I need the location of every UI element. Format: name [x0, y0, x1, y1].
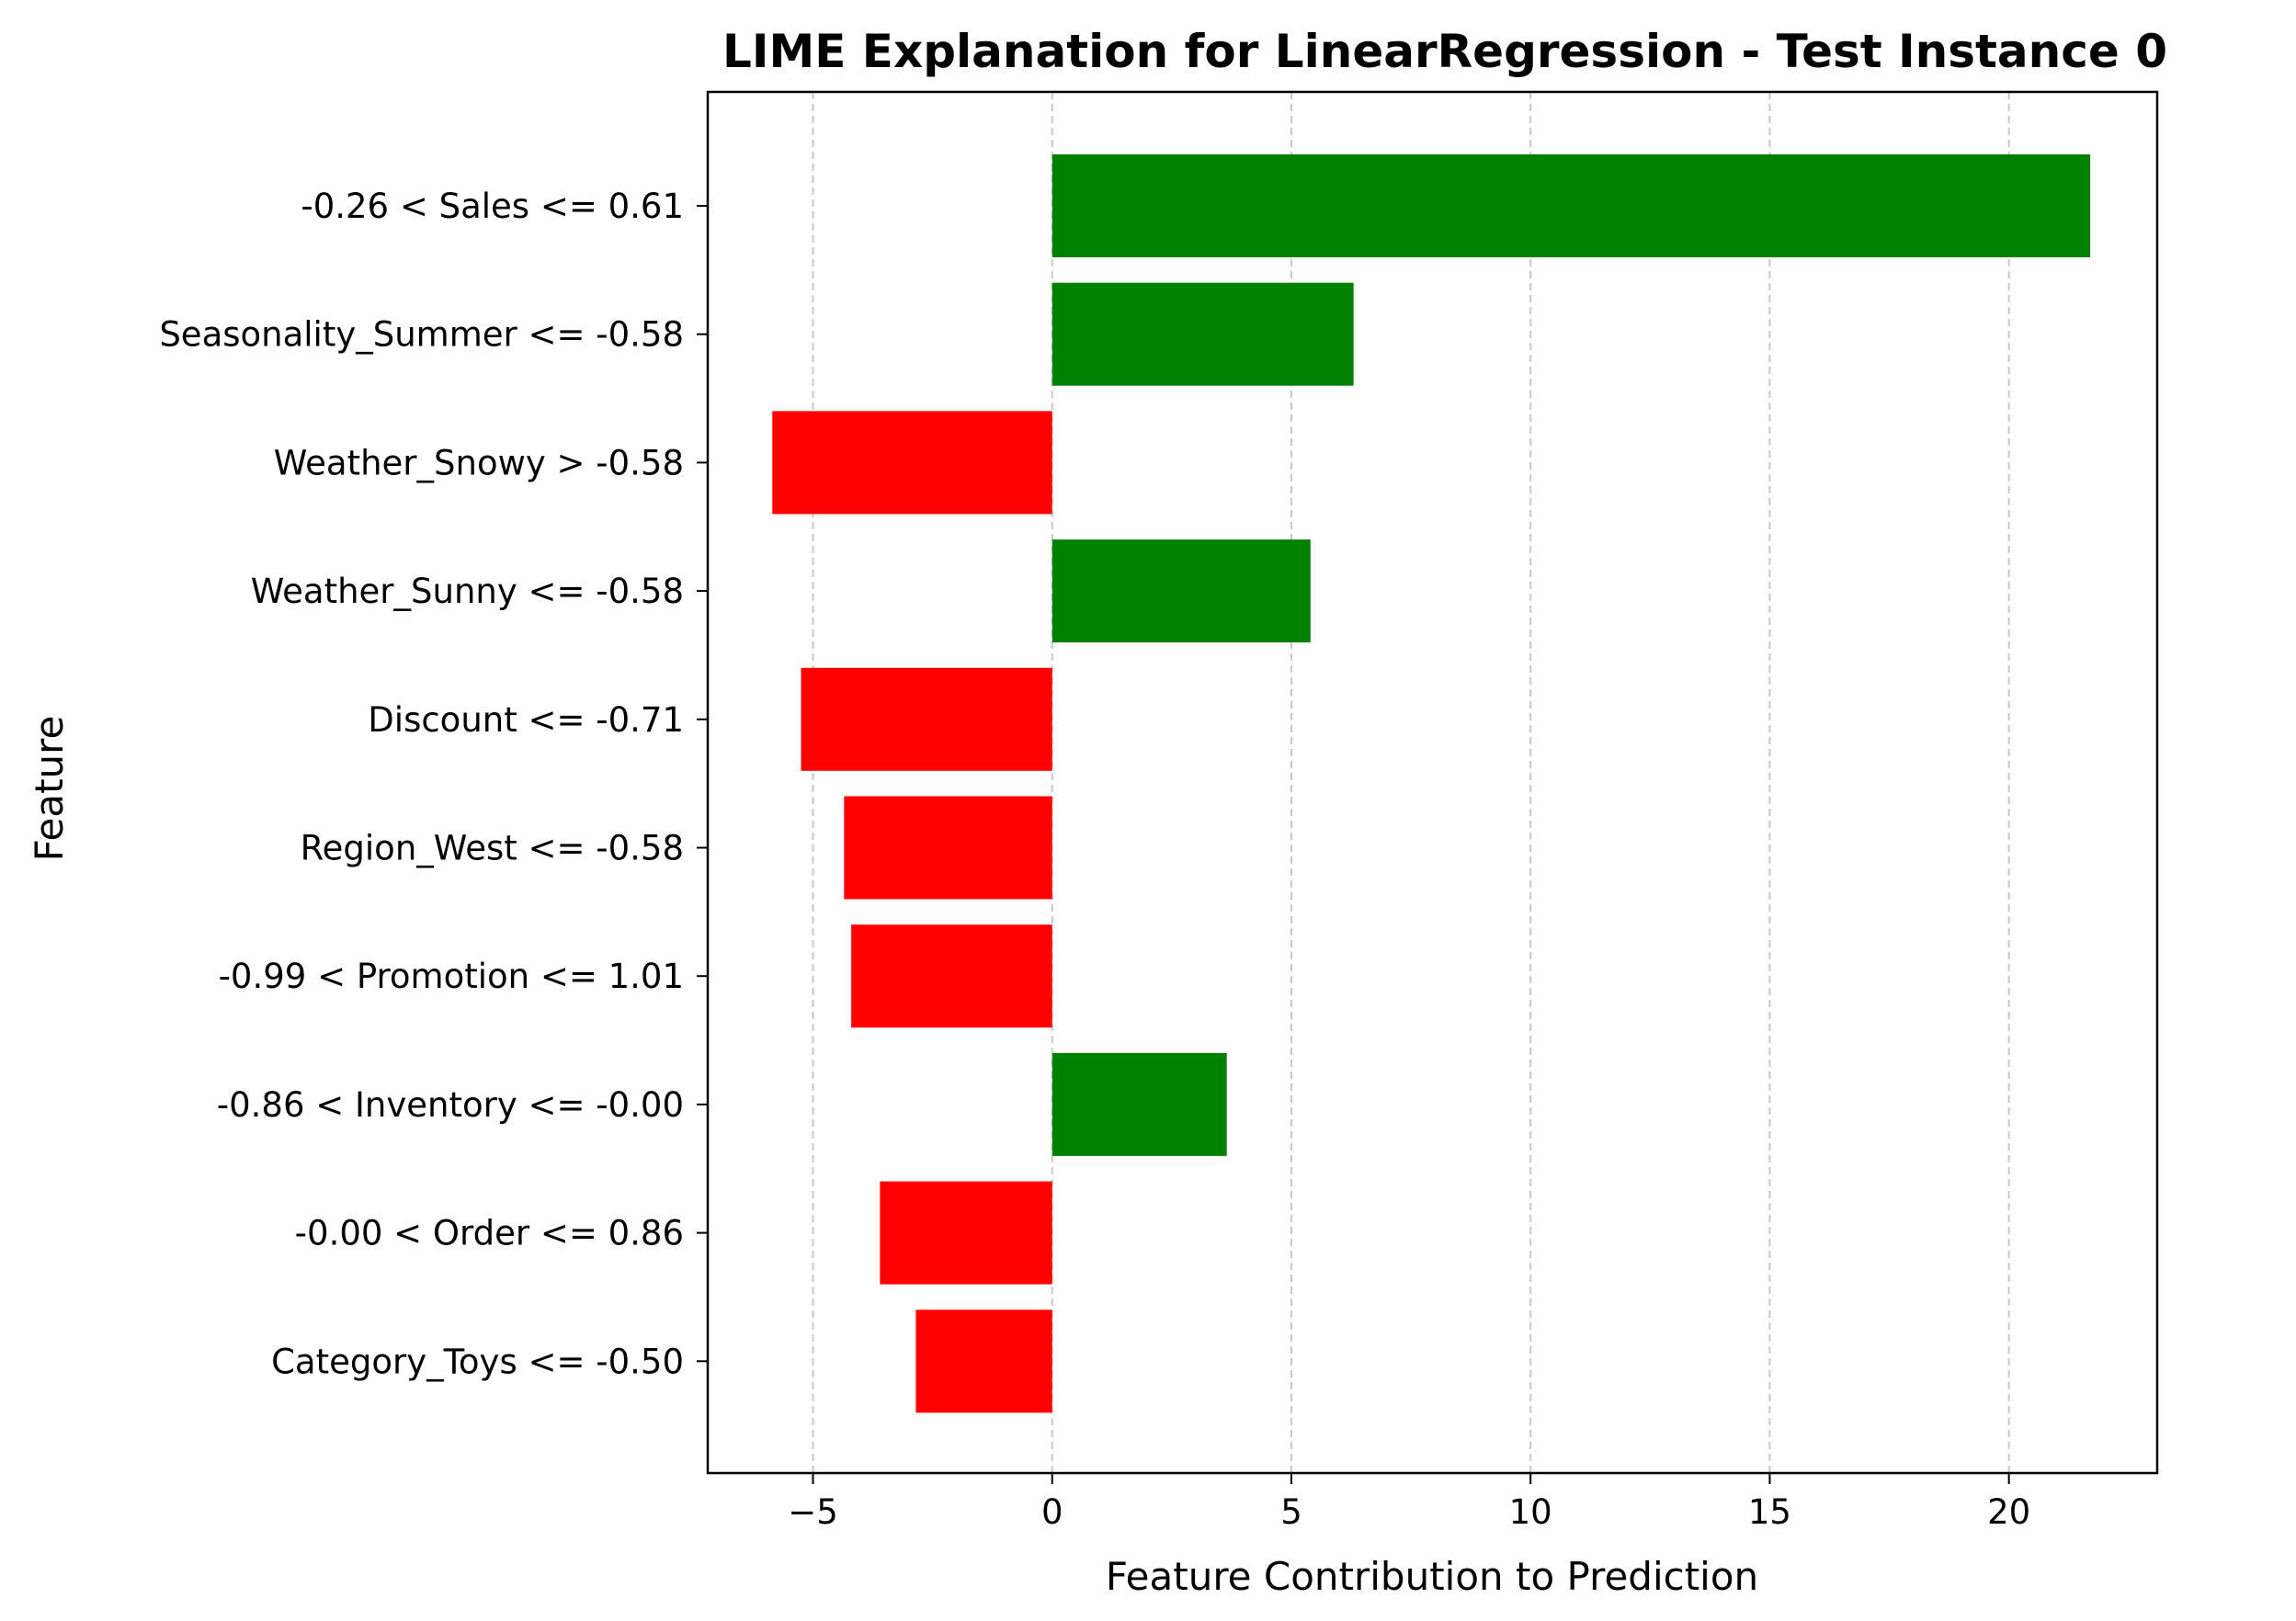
- bar: [844, 796, 1052, 900]
- bar: [1051, 154, 2091, 257]
- x-tick-label: −5: [788, 1492, 838, 1532]
- plot-frame: [706, 90, 2159, 1475]
- chart-title: LIME Explanation for LinearRegression - …: [722, 25, 2167, 78]
- x-axis-label: Feature Contribution to Prediction: [1106, 1554, 1758, 1599]
- y-tick-label: Weather_Snowy > -0.58: [274, 443, 684, 482]
- x-tick-label: 20: [1987, 1492, 2030, 1532]
- y-tick-label: -0.99 < Promotion <= 1.01: [219, 957, 684, 996]
- x-tick-label: 15: [1748, 1492, 1791, 1532]
- y-axis-ticks: -0.26 < Sales <= 0.61 Seasonality_Summer …: [159, 187, 708, 1381]
- bar: [801, 667, 1052, 771]
- bar: [772, 411, 1052, 515]
- y-tick-label: -0.00 < Order <= 0.86: [295, 1214, 684, 1253]
- x-tick-label: 10: [1509, 1492, 1552, 1532]
- y-tick-label: -0.26 < Sales <= 0.61: [301, 187, 684, 226]
- y-tick-label: Category_Toys <= -0.50: [271, 1342, 684, 1381]
- y-tick-label: Region_West <= -0.58: [301, 829, 684, 868]
- bar: [1051, 539, 1311, 643]
- bar: [1051, 1052, 1227, 1156]
- x-axis-ticks: −5 0 5 10 15 20: [788, 1473, 2030, 1532]
- x-tick-label: 0: [1041, 1492, 1063, 1532]
- y-tick-label: Weather_Sunny <= -0.58: [251, 572, 684, 611]
- bar: [1051, 282, 1354, 386]
- y-tick-label: Discount <= -0.71: [368, 700, 684, 740]
- y-axis-label: Feature: [27, 716, 72, 862]
- bar: [915, 1309, 1052, 1413]
- y-tick-label: Seasonality_Summer <= -0.58: [159, 315, 684, 355]
- x-tick-label: 5: [1280, 1492, 1302, 1532]
- bar: [880, 1181, 1052, 1285]
- bars: [772, 154, 2091, 1413]
- y-tick-label: -0.86 < Inventory <= -0.00: [217, 1085, 684, 1125]
- bar: [851, 924, 1052, 1028]
